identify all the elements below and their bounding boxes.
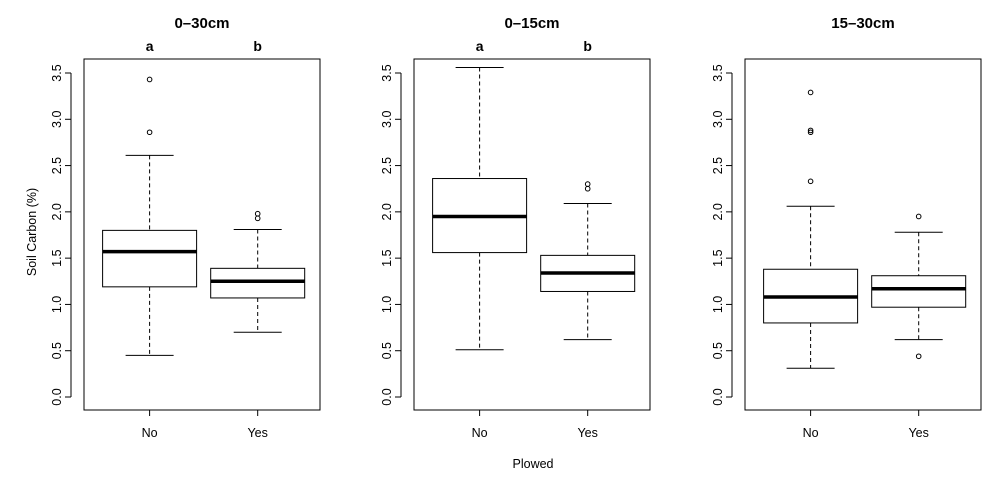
y-tick-label: 3.5 xyxy=(50,64,64,81)
box-no xyxy=(432,66,528,351)
x-tick-label: Yes xyxy=(577,426,597,440)
x-axis-title: Plowed xyxy=(513,457,554,471)
y-tick-label: 1.5 xyxy=(711,249,725,266)
y-tick-label: 0.5 xyxy=(50,342,64,359)
y-tick-label: 3.5 xyxy=(711,64,725,81)
outlier-point xyxy=(807,127,814,134)
y-tick-label: 2.5 xyxy=(711,157,725,174)
x-tick-label: Yes xyxy=(908,426,928,440)
outlier-point xyxy=(807,129,814,136)
significance-letter: b xyxy=(253,38,262,54)
outlier-point xyxy=(584,181,591,187)
outlier-point xyxy=(915,213,922,220)
outlier-point xyxy=(915,353,922,360)
significance-letter: a xyxy=(146,38,154,54)
y-axis: 0.0 0.5 1.0 1.5 2.0 2.5 3.0 3.5 xyxy=(50,64,72,406)
y-tick-label: 2.5 xyxy=(50,157,64,174)
panel-2: 0–15cm 0.0 0.5 1.0 1.5 2.0 2.5 3.0 3.5 No a Yes b xyxy=(380,15,651,440)
box-no xyxy=(102,76,198,356)
plot-frame xyxy=(83,58,321,411)
x-tick-label: No xyxy=(142,426,158,440)
y-tick-label: 0.0 xyxy=(711,388,725,405)
y-tick-label: 3.5 xyxy=(380,64,394,81)
box-yes xyxy=(540,181,636,341)
y-tick-label: 2.5 xyxy=(380,157,394,174)
box-no xyxy=(763,89,859,369)
y-tick-label: 3.0 xyxy=(380,111,394,128)
y-tick-label: 3.0 xyxy=(711,111,725,128)
panel-title: 0–15cm xyxy=(504,15,559,32)
iqr-box xyxy=(871,275,967,308)
panel-title: 15–30cm xyxy=(831,15,894,32)
y-tick-label: 0.5 xyxy=(711,342,725,359)
significance-letter: a xyxy=(476,38,484,54)
plot-frame xyxy=(744,58,982,411)
iqr-box xyxy=(210,267,306,299)
y-tick-label: 1.0 xyxy=(50,296,64,313)
x-tick-label: Yes xyxy=(247,426,267,440)
panel-1: 0–30cm 0.0 0.5 1.0 1.5 2.0 2.5 3.0 3.5 No a Yes b xyxy=(50,15,321,440)
outlier-point xyxy=(146,76,153,83)
y-tick-label: 0.0 xyxy=(380,388,394,405)
box-yes xyxy=(210,210,306,333)
y-tick-label: 3.0 xyxy=(50,111,64,128)
y-tick-label: 2.0 xyxy=(50,203,64,220)
y-tick-label: 1.0 xyxy=(711,296,725,313)
y-tick-label: 1.5 xyxy=(50,249,64,266)
y-axis: 0.0 0.5 1.0 1.5 2.0 2.5 3.0 3.5 xyxy=(380,64,402,406)
x-tick-label: No xyxy=(472,426,488,440)
y-axis: 0.0 0.5 1.0 1.5 2.0 2.5 3.0 3.5 xyxy=(711,64,733,406)
outlier-point xyxy=(584,185,591,192)
outlier-point xyxy=(254,210,261,217)
x-tick-label: No xyxy=(803,426,819,440)
outlier-point xyxy=(807,89,814,96)
outlier-point xyxy=(807,178,814,185)
outlier-point xyxy=(146,129,153,136)
y-tick-label: 2.0 xyxy=(711,203,725,220)
y-tick-label: 0.5 xyxy=(380,342,394,359)
iqr-box xyxy=(102,229,198,288)
panel-title: 0–30cm xyxy=(174,15,229,32)
outlier-point xyxy=(254,215,261,222)
panel-3: 15–30cm 0.0 0.5 1.0 1.5 2.0 2.5 3.0 3.5 No Yes xyxy=(711,15,982,440)
plot-frame xyxy=(413,58,651,411)
y-tick-label: 1.0 xyxy=(380,296,394,313)
y-tick-label: 1.5 xyxy=(380,249,394,266)
panels: 0–30cm0.00.51.01.52.02.53.03.5NoaYesb0–1… xyxy=(50,15,982,440)
y-tick-label: 0.0 xyxy=(50,388,64,405)
box-yes xyxy=(871,213,967,360)
significance-letter: b xyxy=(583,38,592,54)
y-tick-label: 2.0 xyxy=(380,203,394,220)
y-axis-title: Soil Carbon (%) xyxy=(25,188,39,276)
